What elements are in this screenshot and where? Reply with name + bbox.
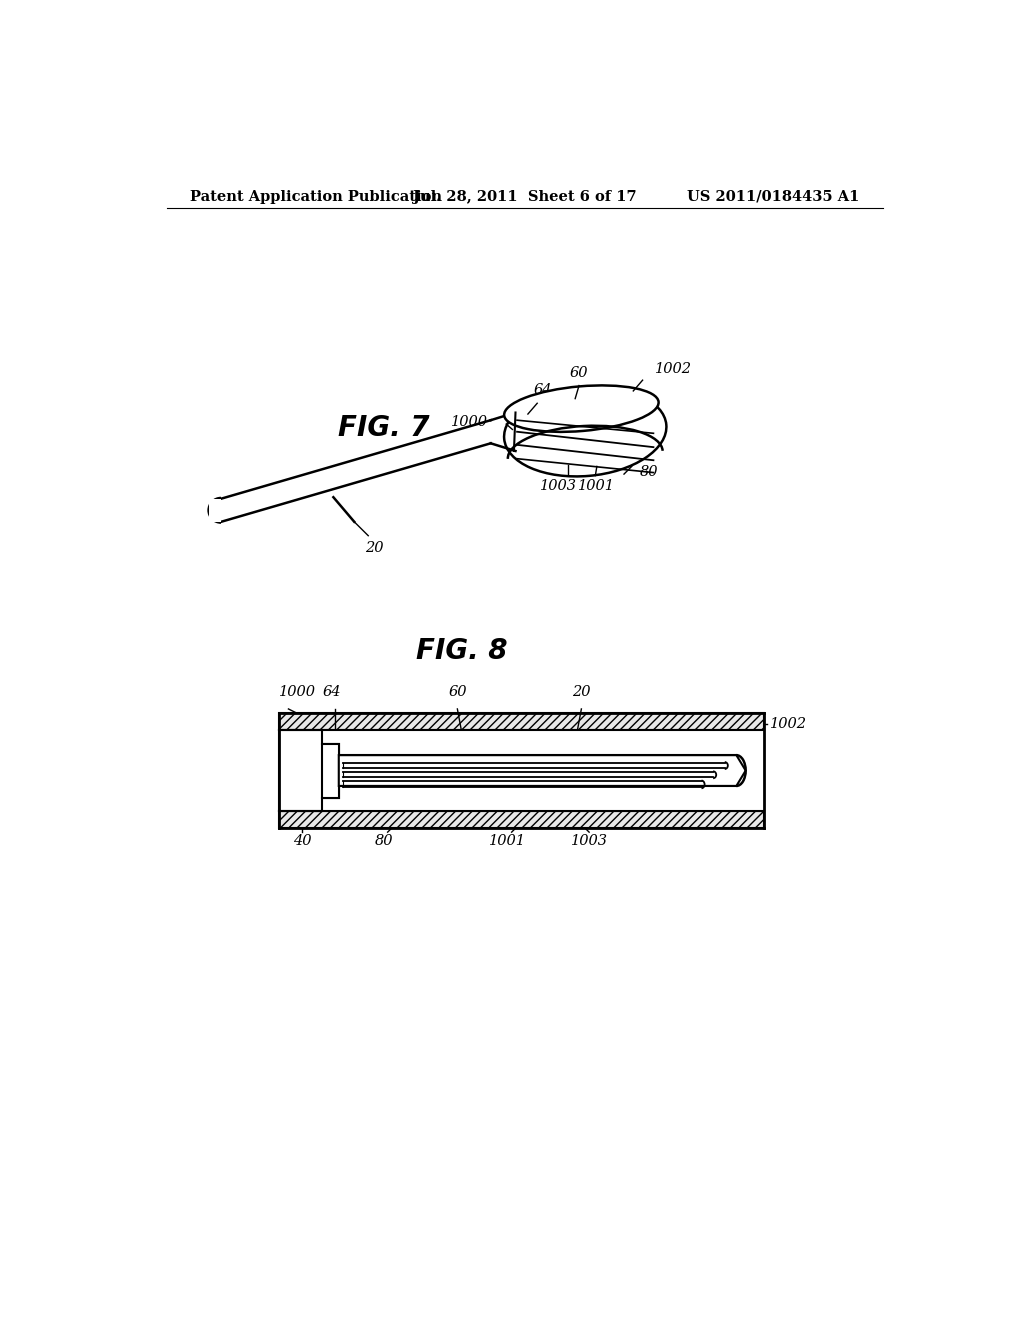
Text: 20: 20	[366, 541, 384, 556]
Ellipse shape	[504, 385, 658, 432]
Polygon shape	[280, 730, 339, 812]
Text: FIG. 8: FIG. 8	[416, 638, 507, 665]
Text: 80: 80	[640, 465, 658, 479]
Text: 1003: 1003	[540, 479, 577, 492]
Text: 64: 64	[534, 383, 552, 397]
Text: 1000: 1000	[451, 414, 487, 429]
Text: 64: 64	[323, 685, 341, 700]
Text: 80: 80	[375, 834, 393, 849]
Polygon shape	[280, 713, 764, 730]
Polygon shape	[339, 755, 745, 785]
Text: 1001: 1001	[489, 834, 526, 849]
Text: 1003: 1003	[570, 834, 607, 849]
Text: 60: 60	[569, 366, 589, 380]
Text: 20: 20	[572, 685, 591, 700]
Ellipse shape	[504, 387, 667, 477]
Bar	[280, 730, 764, 812]
Text: 1001: 1001	[579, 479, 615, 492]
Text: 1002: 1002	[655, 362, 692, 376]
Text: Patent Application Publication: Patent Application Publication	[190, 190, 442, 203]
Text: 1000: 1000	[280, 685, 316, 700]
Text: 40: 40	[293, 834, 311, 849]
Polygon shape	[280, 812, 764, 829]
Polygon shape	[322, 743, 339, 797]
Polygon shape	[221, 420, 490, 521]
Polygon shape	[209, 499, 221, 521]
Text: 60: 60	[449, 685, 467, 700]
Text: US 2011/0184435 A1: US 2011/0184435 A1	[687, 190, 859, 203]
Text: 1002: 1002	[770, 717, 807, 731]
Text: FIG. 7: FIG. 7	[338, 414, 429, 442]
Text: Jul. 28, 2011  Sheet 6 of 17: Jul. 28, 2011 Sheet 6 of 17	[413, 190, 637, 203]
